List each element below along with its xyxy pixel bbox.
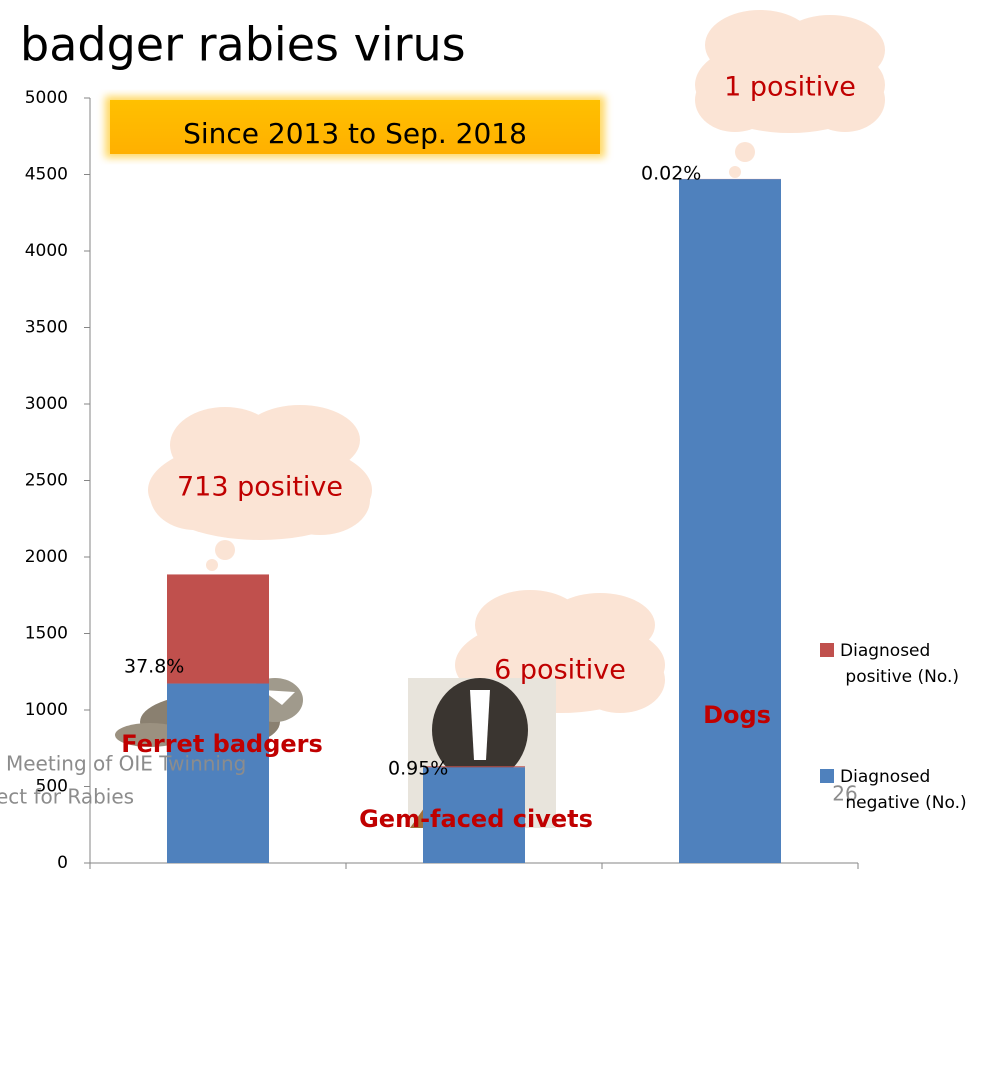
x-tick-label: Dogs — [703, 701, 771, 729]
y-tick-label: 0 — [57, 853, 68, 873]
legend-swatch — [820, 769, 834, 783]
legend-label: Diagnosed negative (No.) — [840, 767, 967, 813]
callout-text: 713 positive — [177, 472, 343, 503]
y-tick-label: 5000 — [25, 88, 68, 108]
bar-segment — [423, 766, 525, 768]
y-tick-label: 3500 — [25, 318, 68, 338]
percent-label: 0.95% — [388, 758, 448, 780]
x-tick-label: Ferret badgers — [121, 730, 323, 758]
y-tick-label: 4500 — [25, 165, 68, 185]
y-tick-label: 1000 — [25, 700, 68, 720]
y-tick-label: 2000 — [25, 547, 68, 567]
percent-label: 37.8% — [124, 656, 184, 678]
callout-text: 6 positive — [494, 655, 626, 686]
y-tick-label: 2500 — [25, 471, 68, 491]
bar-segment — [423, 767, 525, 863]
chart-title: badger rabies virus — [20, 18, 466, 72]
y-tick-label: 1500 — [25, 624, 68, 644]
x-tick-label: Gem-faced civets — [359, 805, 593, 833]
subtitle-box — [110, 100, 600, 154]
percent-label: 0.02% — [641, 163, 701, 185]
callout-text: 1 positive — [724, 72, 856, 103]
page-number: 26 — [832, 782, 857, 806]
footer-line: ect for Rabies — [0, 785, 134, 809]
cloud — [695, 10, 885, 178]
bar-segment — [167, 683, 269, 863]
bar-segment — [167, 574, 269, 684]
cloud — [148, 405, 372, 571]
y-tick-label: 3000 — [25, 394, 68, 414]
footer-line: Meeting of OIE Twinning — [6, 752, 246, 776]
y-tick-label: 500 — [36, 777, 68, 797]
cloud-group — [148, 10, 885, 754]
bar-segment — [679, 179, 781, 864]
legend-swatch — [820, 643, 834, 657]
legend-label: Diagnosed positive (No.) — [840, 641, 959, 687]
subtitle: Since 2013 to Sep. 2018 — [183, 117, 527, 150]
y-tick-label: 4000 — [25, 241, 68, 261]
